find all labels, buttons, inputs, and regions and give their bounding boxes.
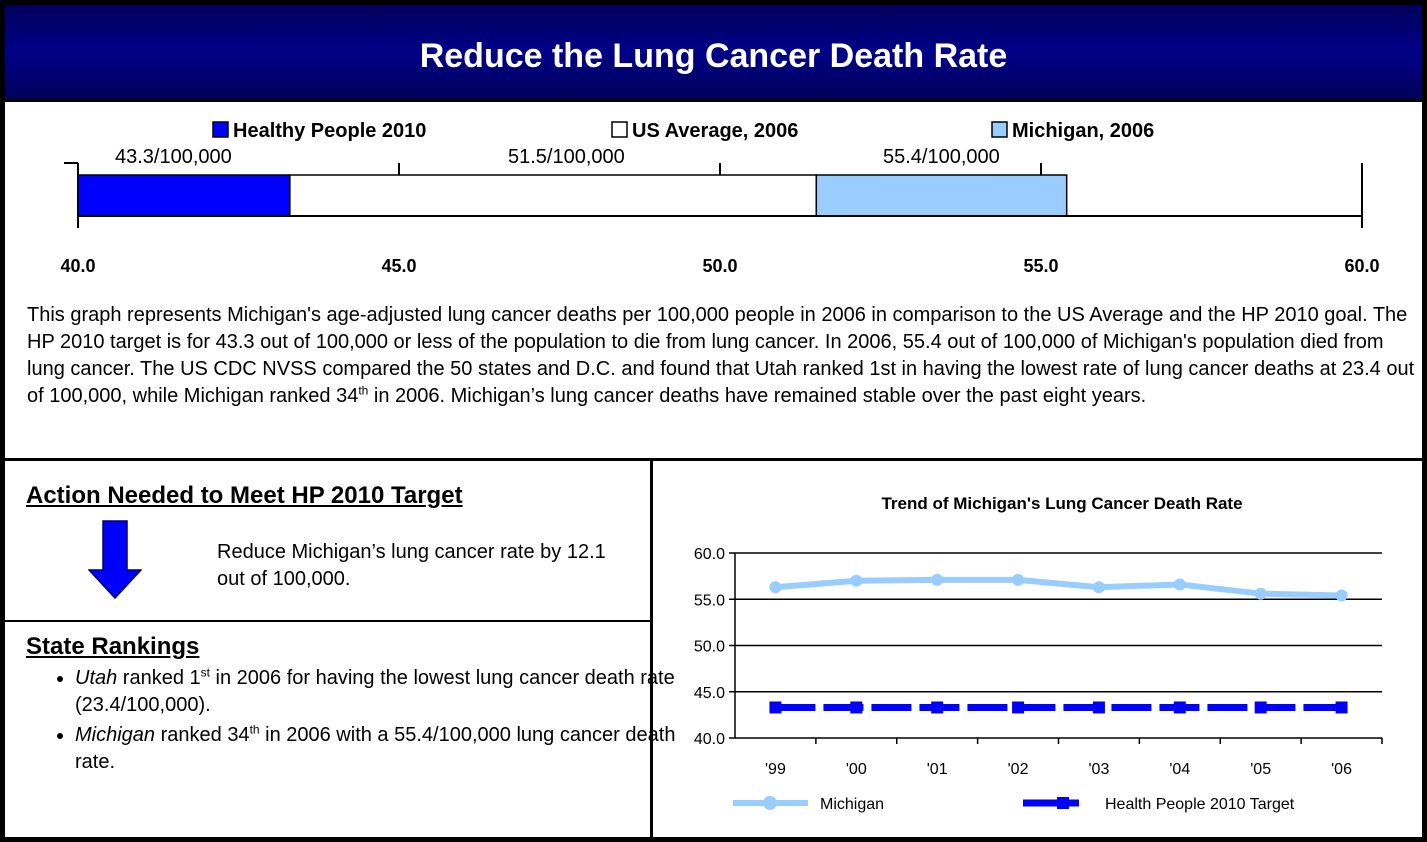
- legend-swatch: [212, 121, 229, 138]
- value-label: 55.4/100,000: [883, 146, 1000, 168]
- legend-marker: [1057, 797, 1069, 809]
- legend-label: Health People 2010 Target: [1105, 796, 1295, 813]
- y-tick-label: 60.0: [694, 546, 725, 563]
- legend-swatch: [611, 121, 628, 138]
- text: in 2006 for having the lowest lung cance…: [75, 667, 675, 716]
- text: ranked 1: [117, 667, 201, 689]
- text: This graph represents Michigan's age-adj…: [27, 304, 1415, 407]
- x-tick-label: 50.0: [702, 256, 737, 276]
- down-arrow: [88, 520, 142, 600]
- x-tick-label: '05: [1250, 761, 1271, 778]
- divider: [5, 458, 1422, 461]
- legend-swatch: [991, 121, 1008, 138]
- x-tick-label: 45.0: [381, 256, 416, 276]
- x-tick-label: '04: [1169, 761, 1190, 778]
- point: [1335, 589, 1348, 602]
- bar: [815, 174, 1068, 217]
- point: [769, 701, 782, 714]
- y-tick-label: 45.0: [694, 685, 725, 702]
- superscript: th: [358, 383, 369, 398]
- superscript: st: [200, 665, 210, 680]
- legend-marker: [763, 796, 777, 810]
- point: [931, 701, 944, 714]
- point: [1012, 573, 1025, 586]
- point: [1092, 701, 1105, 714]
- x-tick-label: '03: [1089, 761, 1110, 778]
- value-label: 43.3/100,000: [115, 146, 232, 168]
- point: [1092, 581, 1105, 594]
- divider: [5, 620, 651, 622]
- x-tick-label: 40.0: [60, 256, 95, 276]
- trend-chart: Trend of Michigan's Lung Cancer Death Ra…: [694, 494, 1383, 813]
- ranking-item: Utah ranked 1st in 2006 for having the l…: [75, 665, 685, 719]
- point: [1254, 587, 1267, 600]
- superscript: th: [249, 722, 260, 737]
- x-tick-label: '01: [927, 761, 948, 778]
- description: This graph represents Michigan's age-adj…: [27, 302, 1417, 410]
- text: ranked 34: [155, 724, 250, 746]
- point: [1012, 701, 1025, 714]
- y-tick-label: 40.0: [694, 731, 725, 748]
- text: in 2006. Michigan’s lung cancer deaths h…: [368, 385, 1147, 407]
- x-tick-label: 60.0: [1344, 256, 1379, 276]
- point: [1173, 701, 1186, 714]
- legend-label: Healthy People 2010: [233, 120, 426, 142]
- rankings-title: State Rankings: [26, 633, 200, 660]
- x-tick-label: 55.0: [1023, 256, 1058, 276]
- point: [1335, 701, 1348, 714]
- ranking-item: Michigan ranked 34th in 2006 with a 55.4…: [75, 722, 685, 776]
- series-line: [775, 576, 1342, 599]
- legend-label: Michigan: [820, 796, 884, 813]
- legend-label: US Average, 2006: [632, 120, 798, 142]
- x-tick-label: '02: [1008, 761, 1029, 778]
- point: [850, 574, 863, 587]
- rankings-list: Utah ranked 1st in 2006 for having the l…: [30, 665, 685, 779]
- chart-title: Trend of Michigan's Lung Cancer Death Ra…: [881, 494, 1242, 513]
- state: Utah: [75, 667, 118, 689]
- point: [850, 701, 863, 714]
- x-tick-label: '00: [846, 761, 867, 778]
- text: in 2006 with a 55.4/100,000 lung cancer …: [75, 724, 676, 773]
- x-tick-label: '06: [1331, 761, 1352, 778]
- header-title: Reduce the Lung Cancer Death Rate: [5, 5, 1422, 102]
- action-text: Reduce Michigan’s lung cancer rate by 12…: [217, 541, 606, 590]
- action-title: Action Needed to Meet HP 2010 Target: [26, 482, 463, 509]
- y-tick-label: 50.0: [694, 639, 725, 656]
- legend-label: Michigan, 2006: [1012, 120, 1154, 142]
- x-tick-label: '99: [765, 761, 786, 778]
- divider: [650, 460, 653, 837]
- point: [1173, 578, 1186, 591]
- point: [769, 581, 782, 594]
- value-label: 51.5/100,000: [508, 146, 625, 168]
- bar: [289, 174, 818, 217]
- state: Michigan: [75, 724, 156, 746]
- bar: [77, 174, 291, 217]
- point: [1254, 701, 1267, 714]
- y-tick-label: 55.0: [694, 592, 725, 609]
- point: [931, 573, 944, 586]
